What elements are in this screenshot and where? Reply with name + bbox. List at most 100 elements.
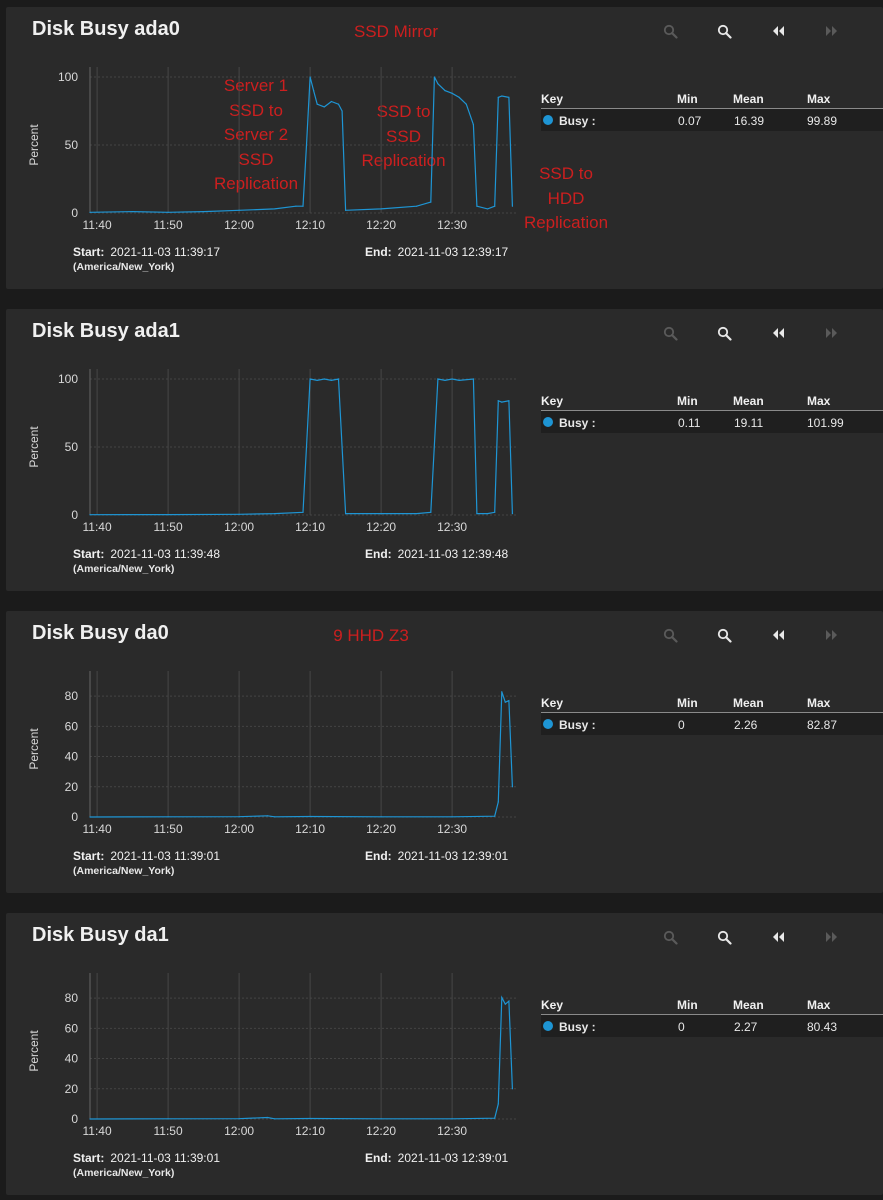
start-time: Start: 2021-11-03 11:39:48: [73, 547, 220, 561]
x-tick-label: 12:30: [437, 1124, 467, 1138]
data-point: [238, 816, 240, 818]
legend-value-min: 0.11: [678, 416, 701, 430]
data-point: [89, 514, 91, 516]
data-point: [416, 513, 418, 515]
data-point: [274, 208, 276, 210]
data-point: [497, 801, 499, 803]
legend-row-busy[interactable]: Busy : 0 2.27 80.43: [541, 1015, 883, 1037]
step-forward-button[interactable]: [819, 927, 845, 949]
data-point: [274, 1118, 276, 1120]
y-tick-label: 40: [65, 1052, 79, 1066]
zoom-in-button[interactable]: [711, 323, 737, 345]
legend-col-max: Max: [807, 92, 831, 106]
zoom-out-button[interactable]: [657, 927, 683, 949]
data-point: [504, 701, 506, 703]
legend-value-min: 0.07: [678, 114, 702, 128]
legend-value-series: Busy :: [559, 114, 596, 128]
legend-header: Key Min Mean Max: [541, 995, 883, 1015]
chart-legend: Key Min Mean Max Busy : 0 2.26 82.87: [541, 693, 883, 735]
y-tick-label: 40: [65, 750, 79, 764]
data-point: [494, 1117, 496, 1119]
start-value: 2021-11-03 11:39:01: [110, 849, 220, 863]
data-point: [504, 1003, 506, 1005]
data-point: [494, 511, 496, 513]
x-tick-label: 12:10: [295, 520, 325, 534]
legend-col-key: Key: [541, 998, 564, 1012]
step-back-button[interactable]: [765, 927, 791, 949]
legend-value-min: 0: [678, 1020, 685, 1034]
data-point: [476, 205, 478, 207]
y-axis-label: Percent: [27, 1030, 41, 1072]
y-tick-label: 0: [71, 1112, 78, 1126]
legend-col-key: Key: [541, 394, 564, 408]
line-chart: 0 20 40 60 80 11:40 11:50 12:00 12:10 12:20 12:30 P…: [27, 671, 516, 836]
data-point: [380, 1118, 382, 1120]
x-tick-label: 12:20: [366, 218, 396, 232]
data-point: [345, 209, 347, 211]
data-point: [433, 76, 435, 78]
zoom-out-button[interactable]: [657, 625, 683, 647]
data-point: [508, 700, 510, 702]
data-point: [316, 103, 318, 105]
y-tick-label: 80: [65, 689, 79, 703]
series-color-dot: [543, 115, 553, 125]
x-tick-label: 11:50: [154, 520, 183, 534]
step-back-button[interactable]: [765, 21, 791, 43]
data-point: [501, 401, 503, 403]
step-forward-button[interactable]: [819, 21, 845, 43]
legend-value-mean: 16.39: [734, 114, 765, 128]
legend-col-max: Max: [807, 394, 831, 408]
step-forward-button[interactable]: [819, 625, 845, 647]
data-point: [238, 513, 240, 515]
step-back-button[interactable]: [765, 323, 791, 345]
zoom-out-button[interactable]: [657, 323, 683, 345]
zoom-out-icon: [663, 24, 678, 39]
chart-toolbar: [646, 625, 846, 647]
data-point: [266, 815, 269, 817]
step-forward-icon: [825, 932, 837, 942]
start-value: 2021-11-03 11:39:17: [110, 245, 220, 259]
data-point: [89, 211, 91, 213]
zoom-in-button[interactable]: [711, 927, 737, 949]
legend-col-min: Min: [677, 696, 698, 710]
x-tick-label: 12:30: [437, 218, 467, 232]
data-point: [341, 110, 343, 112]
legend-row-busy[interactable]: Busy : 0.07 16.39 99.89: [541, 109, 883, 131]
timezone-label: (America/New_York): [73, 865, 175, 877]
chart-legend: Key Min Mean Max Busy : 0.07 16.39 99.89: [541, 89, 883, 131]
x-tick-label: 11:40: [83, 520, 112, 534]
data-point: [316, 379, 318, 381]
legend-row-busy[interactable]: Busy : 0 2.26 82.87: [541, 713, 883, 735]
x-tick-label: 11:40: [83, 218, 112, 232]
zoom-in-icon: [717, 628, 732, 643]
end-time: End: 2021-11-03 12:39:01: [365, 849, 508, 863]
step-forward-button[interactable]: [819, 323, 845, 345]
data-point: [494, 815, 496, 817]
legend-row-busy[interactable]: Busy : 0.11 19.11 101.99: [541, 411, 883, 433]
data-point: [302, 511, 304, 513]
legend-value-max: 101.99: [807, 416, 844, 430]
annotation-line: Server 2: [223, 125, 289, 144]
y-tick-label: 50: [65, 138, 79, 152]
annotation-line: SSD to: [229, 100, 283, 120]
zoom-in-button[interactable]: [711, 21, 737, 43]
data-point: [487, 513, 489, 515]
chart-toolbar: [646, 927, 846, 949]
step-back-icon: [772, 932, 784, 942]
step-back-button[interactable]: [765, 625, 791, 647]
x-tick-label: 11:40: [83, 1124, 112, 1138]
annotation-line: 9 HHD Z3: [333, 626, 409, 645]
x-tick-label: 12:00: [224, 1124, 254, 1138]
data-point: [451, 92, 453, 94]
annotation-line: HDD: [547, 188, 585, 208]
zoom-out-button[interactable]: [657, 21, 683, 43]
data-point: [266, 1116, 269, 1119]
zoom-out-icon: [663, 628, 678, 643]
data-point: [472, 378, 474, 380]
series-line-busy: [89, 378, 513, 516]
x-tick-label: 12:30: [437, 822, 467, 836]
data-point: [323, 378, 325, 380]
start-time: Start: 2021-11-03 11:39:01: [73, 849, 220, 863]
zoom-in-button[interactable]: [711, 625, 737, 647]
legend-col-max: Max: [807, 998, 831, 1012]
